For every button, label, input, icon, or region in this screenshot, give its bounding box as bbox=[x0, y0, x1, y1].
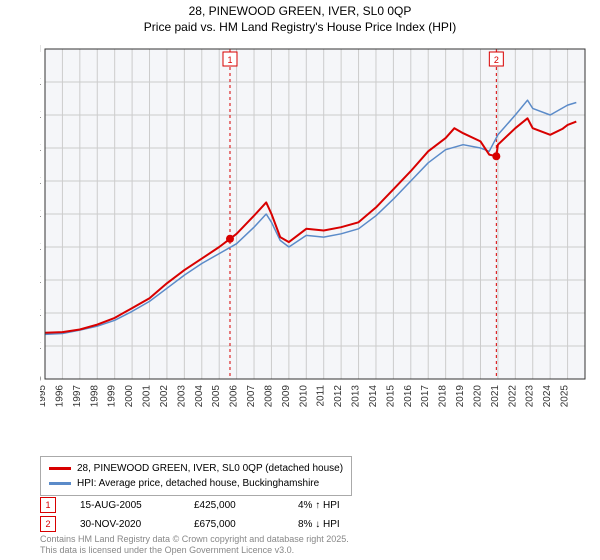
svg-text:2007: 2007 bbox=[246, 385, 257, 408]
svg-text:£600K: £600K bbox=[40, 176, 41, 187]
chart-container: 28, PINEWOOD GREEN, IVER, SL0 0QP Price … bbox=[0, 0, 600, 560]
svg-text:£1M: £1M bbox=[40, 44, 41, 55]
svg-text:2024: 2024 bbox=[542, 385, 553, 408]
legend-label: HPI: Average price, detached house, Buck… bbox=[77, 476, 319, 491]
svg-text:2017: 2017 bbox=[420, 385, 431, 408]
svg-text:2008: 2008 bbox=[263, 385, 274, 408]
svg-text:£700K: £700K bbox=[40, 143, 41, 154]
svg-text:£900K: £900K bbox=[40, 77, 41, 88]
marker-badge: 1 bbox=[40, 497, 56, 513]
svg-text:1999: 1999 bbox=[107, 385, 118, 408]
marker-delta: 8% ↓ HPI bbox=[298, 519, 340, 530]
svg-text:£500K: £500K bbox=[40, 209, 41, 220]
marker-row: 1 15-AUG-2005 £425,000 4% ↑ HPI bbox=[40, 497, 340, 513]
marker-row: 2 30-NOV-2020 £675,000 8% ↓ HPI bbox=[40, 516, 340, 532]
marker-price: £425,000 bbox=[194, 500, 274, 511]
svg-text:2004: 2004 bbox=[194, 385, 205, 408]
svg-text:1996: 1996 bbox=[54, 385, 65, 408]
svg-text:2009: 2009 bbox=[281, 385, 292, 408]
marker-delta: 4% ↑ HPI bbox=[298, 500, 340, 511]
svg-text:2014: 2014 bbox=[368, 385, 379, 408]
marker-price: £675,000 bbox=[194, 519, 274, 530]
footer-line: This data is licensed under the Open Gov… bbox=[40, 545, 349, 556]
svg-text:2020: 2020 bbox=[472, 385, 483, 408]
svg-text:2022: 2022 bbox=[507, 385, 518, 408]
marker-date: 15-AUG-2005 bbox=[80, 500, 170, 511]
svg-text:2015: 2015 bbox=[385, 385, 396, 408]
svg-text:£400K: £400K bbox=[40, 242, 41, 253]
svg-text:1997: 1997 bbox=[72, 385, 83, 408]
svg-text:£0: £0 bbox=[40, 374, 41, 385]
svg-text:2002: 2002 bbox=[159, 385, 170, 408]
svg-text:2019: 2019 bbox=[455, 385, 466, 408]
title-subtitle: Price paid vs. HM Land Registry's House … bbox=[0, 20, 600, 36]
svg-text:2006: 2006 bbox=[229, 385, 240, 408]
svg-text:1998: 1998 bbox=[89, 385, 100, 408]
svg-text:2012: 2012 bbox=[333, 385, 344, 408]
svg-text:2023: 2023 bbox=[525, 385, 536, 408]
svg-text:2005: 2005 bbox=[211, 385, 222, 408]
legend-item: 28, PINEWOOD GREEN, IVER, SL0 0QP (detac… bbox=[49, 461, 343, 476]
svg-text:1995: 1995 bbox=[40, 385, 48, 408]
legend: 28, PINEWOOD GREEN, IVER, SL0 0QP (detac… bbox=[40, 456, 352, 496]
svg-text:2: 2 bbox=[494, 55, 499, 65]
svg-text:2018: 2018 bbox=[438, 385, 449, 408]
legend-label: 28, PINEWOOD GREEN, IVER, SL0 0QP (detac… bbox=[77, 461, 343, 476]
footer: Contains HM Land Registry data © Crown c… bbox=[40, 534, 349, 556]
line-chart: £0 £100K £200K £300K £400K £500K £600K £700K £80… bbox=[40, 44, 595, 414]
svg-text:£800K: £800K bbox=[40, 110, 41, 121]
legend-swatch bbox=[49, 482, 71, 485]
svg-text:2013: 2013 bbox=[351, 385, 362, 408]
svg-text:2025: 2025 bbox=[560, 385, 571, 408]
title-address: 28, PINEWOOD GREEN, IVER, SL0 0QP bbox=[0, 4, 600, 20]
svg-text:2001: 2001 bbox=[142, 385, 153, 408]
svg-text:2003: 2003 bbox=[176, 385, 187, 408]
svg-text:2010: 2010 bbox=[298, 385, 309, 408]
svg-text:1: 1 bbox=[227, 55, 232, 65]
title-block: 28, PINEWOOD GREEN, IVER, SL0 0QP Price … bbox=[0, 0, 600, 35]
svg-text:2000: 2000 bbox=[124, 385, 135, 408]
svg-text:2011: 2011 bbox=[316, 385, 327, 407]
legend-item: HPI: Average price, detached house, Buck… bbox=[49, 476, 343, 491]
legend-swatch bbox=[49, 467, 71, 470]
marker-date: 30-NOV-2020 bbox=[80, 519, 170, 530]
marker-details: 1 15-AUG-2005 £425,000 4% ↑ HPI 2 30-NOV… bbox=[40, 497, 340, 535]
footer-line: Contains HM Land Registry data © Crown c… bbox=[40, 534, 349, 545]
svg-text:£300K: £300K bbox=[40, 275, 41, 286]
svg-text:2016: 2016 bbox=[403, 385, 414, 408]
svg-text:£200K: £200K bbox=[40, 308, 41, 319]
chart-area: £0 £100K £200K £300K £400K £500K £600K £700K £80… bbox=[40, 44, 595, 414]
svg-text:£100K: £100K bbox=[40, 341, 41, 352]
marker-badge: 2 bbox=[40, 516, 56, 532]
svg-text:2021: 2021 bbox=[490, 385, 501, 408]
